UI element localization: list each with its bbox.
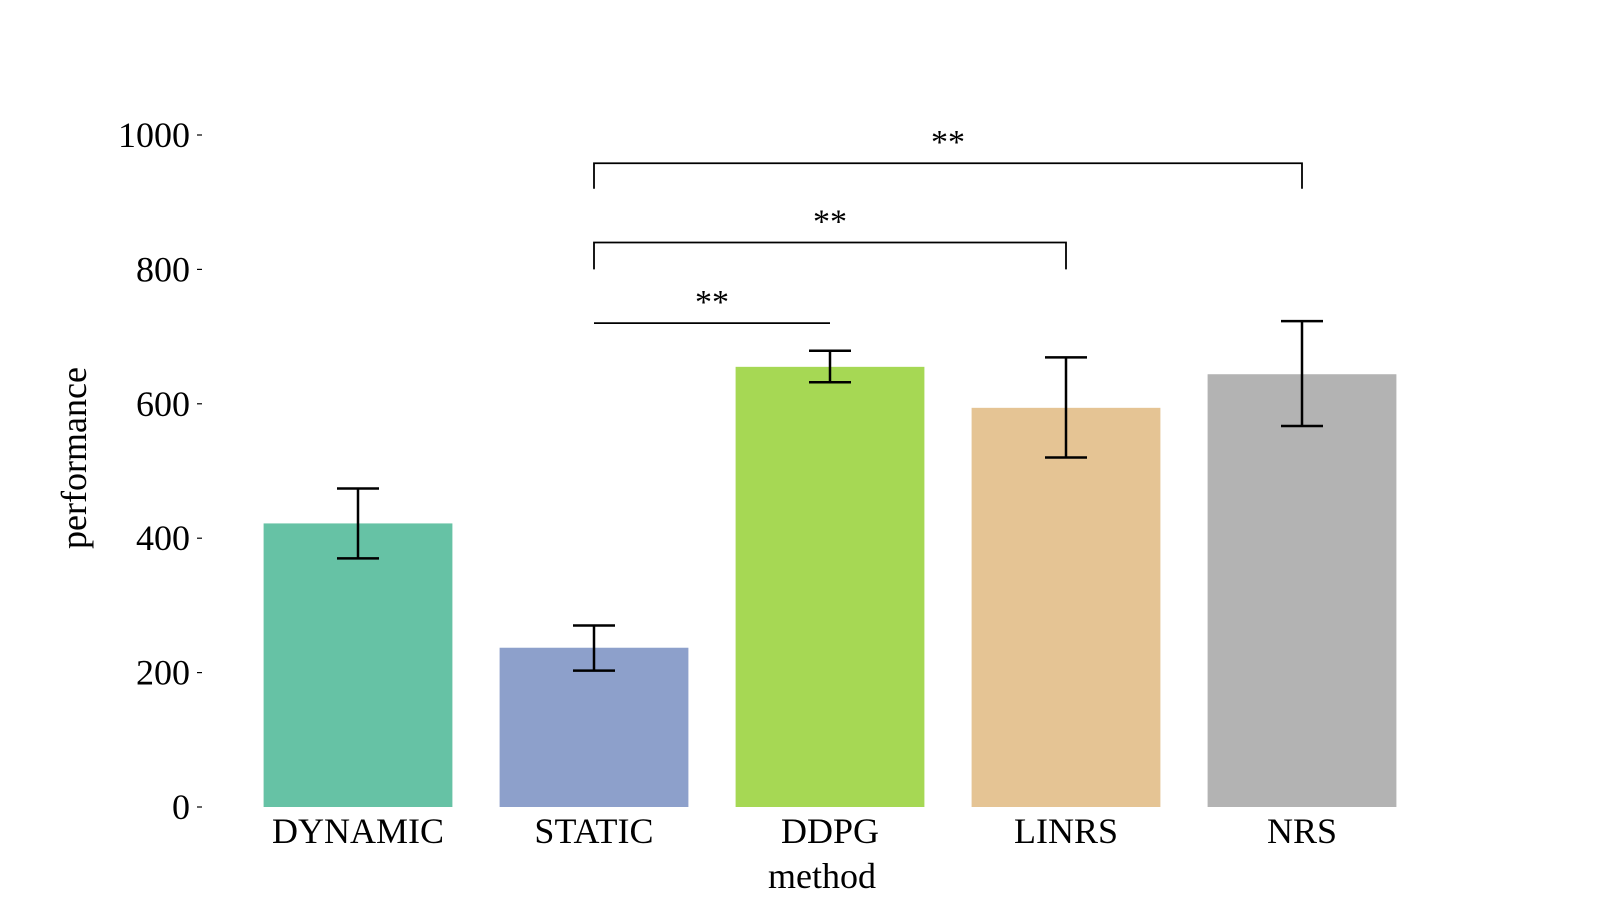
y-tick-label: 600 <box>136 384 190 424</box>
significance-bracket <box>593 241 1067 270</box>
y-tick-label: 800 <box>136 249 190 289</box>
bar-linrs <box>971 407 1161 807</box>
bar-ddpg <box>735 366 925 807</box>
x-category-label: DDPG <box>781 811 879 851</box>
significance-annotations: ** ** ** <box>593 124 1303 325</box>
bar-static <box>499 647 689 807</box>
bar-nrs <box>1207 374 1397 807</box>
y-axis-title: performance <box>54 367 94 549</box>
y-axis: 0 200 400 600 800 1000 <box>118 115 202 827</box>
significance-label: ** <box>813 204 847 241</box>
bars <box>263 366 1397 807</box>
x-category-label: NRS <box>1267 811 1337 851</box>
x-category-label: LINRS <box>1014 811 1118 851</box>
y-tick-label: 400 <box>136 518 190 558</box>
x-category-label: STATIC <box>534 811 653 851</box>
x-axis-title: method <box>768 856 876 896</box>
y-tick-label: 1000 <box>118 115 190 155</box>
significance-label: ** <box>931 124 965 161</box>
significance-bracket <box>593 162 1303 189</box>
y-tick-label: 0 <box>172 787 190 827</box>
x-category-label: DYNAMIC <box>272 811 444 851</box>
bar-dynamic <box>263 523 453 807</box>
y-tick-label: 200 <box>136 653 190 693</box>
x-axis: DYNAMIC STATIC DDPG LINRS NRS <box>272 811 1337 851</box>
significance-label: ** <box>695 284 729 321</box>
error-bars <box>337 319 1323 672</box>
